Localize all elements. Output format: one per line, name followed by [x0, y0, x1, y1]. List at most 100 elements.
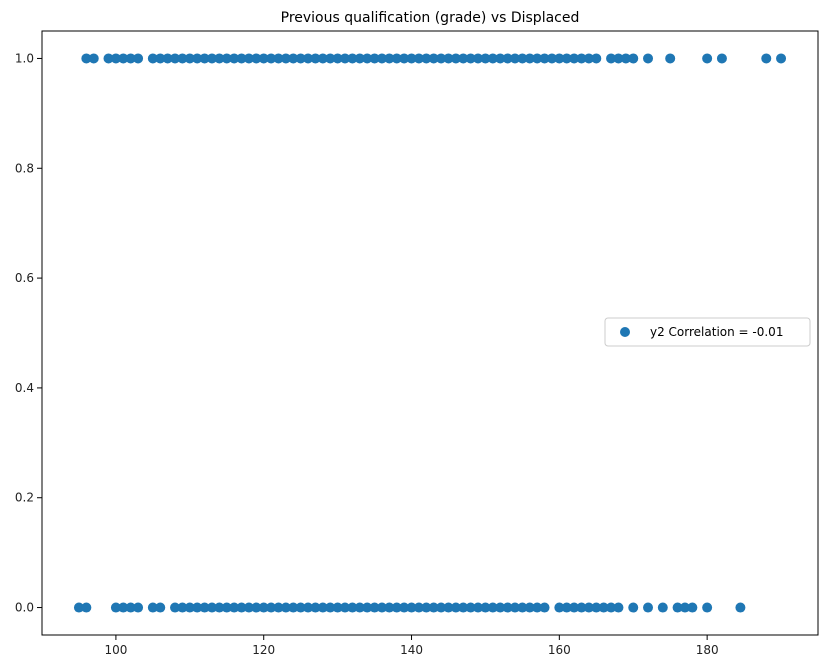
- data-point: [443, 602, 454, 613]
- data-point: [384, 53, 395, 64]
- data-point: [229, 602, 240, 613]
- y-tick-label: 1.0: [15, 51, 34, 65]
- data-point: [532, 602, 543, 613]
- data-point: [554, 602, 565, 613]
- data-point: [413, 53, 424, 64]
- data-point: [539, 602, 550, 613]
- data-point: [421, 602, 432, 613]
- data-point: [509, 602, 520, 613]
- data-point: [399, 602, 410, 613]
- data-point: [591, 53, 602, 64]
- data-point: [258, 53, 269, 64]
- data-point: [413, 602, 424, 613]
- data-point: [258, 602, 269, 613]
- data-point: [177, 53, 188, 64]
- data-point: [443, 53, 454, 64]
- x-tick-label: 120: [252, 643, 275, 657]
- x-tick-label: 140: [400, 643, 423, 657]
- data-point: [110, 53, 121, 64]
- data-point: [399, 53, 410, 64]
- data-point: [88, 53, 99, 64]
- data-point: [576, 53, 587, 64]
- data-point: [317, 53, 328, 64]
- data-point: [502, 602, 513, 613]
- data-point: [465, 53, 476, 64]
- data-point: [406, 53, 417, 64]
- data-point: [221, 602, 232, 613]
- data-point: [125, 53, 136, 64]
- data-point: [340, 53, 351, 64]
- data-points: [73, 53, 787, 613]
- data-point: [118, 53, 129, 64]
- data-point: [288, 602, 299, 613]
- plot-frame: [41, 30, 819, 636]
- data-point: [303, 602, 314, 613]
- data-point: [236, 53, 247, 64]
- data-point: [517, 53, 528, 64]
- data-point: [251, 602, 262, 613]
- x-tick-label: 180: [696, 643, 719, 657]
- data-point: [73, 602, 84, 613]
- data-point: [162, 53, 173, 64]
- data-point: [532, 53, 543, 64]
- data-point: [147, 53, 158, 64]
- data-point: [206, 53, 217, 64]
- data-point: [480, 53, 491, 64]
- data-point: [221, 53, 232, 64]
- data-point: [509, 53, 520, 64]
- data-point: [561, 53, 572, 64]
- data-point: [170, 602, 181, 613]
- data-point: [569, 53, 580, 64]
- data-point: [450, 602, 461, 613]
- data-point: [354, 53, 365, 64]
- data-point: [495, 53, 506, 64]
- data-point: [428, 602, 439, 613]
- data-point: [103, 53, 114, 64]
- data-point: [436, 53, 447, 64]
- data-point: [369, 602, 380, 613]
- data-point: [569, 602, 580, 613]
- data-point: [465, 602, 476, 613]
- data-point: [672, 602, 683, 613]
- data-point: [391, 53, 402, 64]
- data-point: [487, 602, 498, 613]
- data-point: [125, 602, 136, 613]
- data-point: [376, 602, 387, 613]
- y-tick-label: 0.4: [15, 381, 34, 395]
- legend-box: [604, 317, 811, 347]
- data-point: [524, 53, 535, 64]
- data-point: [147, 602, 158, 613]
- data-point: [325, 602, 336, 613]
- data-point: [317, 602, 328, 613]
- data-point: [81, 602, 92, 613]
- x-tick-label: 100: [104, 643, 127, 657]
- y-tick-label: 0.2: [15, 491, 34, 505]
- data-point: [517, 602, 528, 613]
- data-point: [583, 602, 594, 613]
- x-tick-label: 160: [548, 643, 571, 657]
- data-point: [502, 53, 513, 64]
- data-point: [776, 53, 787, 64]
- chart-title: Previous qualification (grade) vs Displa…: [281, 10, 580, 26]
- data-point: [184, 602, 195, 613]
- data-point: [155, 602, 166, 613]
- data-point: [487, 53, 498, 64]
- data-point: [133, 602, 144, 613]
- data-point: [243, 53, 254, 64]
- data-point: [273, 602, 284, 613]
- data-point: [303, 53, 314, 64]
- data-point: [184, 53, 195, 64]
- data-point: [458, 602, 469, 613]
- y-tick-label: 0.8: [15, 161, 34, 175]
- data-point: [702, 53, 713, 64]
- data-point: [369, 53, 380, 64]
- data-point: [495, 602, 506, 613]
- data-point: [295, 602, 306, 613]
- data-point: [473, 53, 484, 64]
- data-point: [539, 53, 550, 64]
- data-point: [428, 53, 439, 64]
- data-point: [362, 53, 373, 64]
- data-point: [613, 53, 624, 64]
- data-point: [643, 602, 654, 613]
